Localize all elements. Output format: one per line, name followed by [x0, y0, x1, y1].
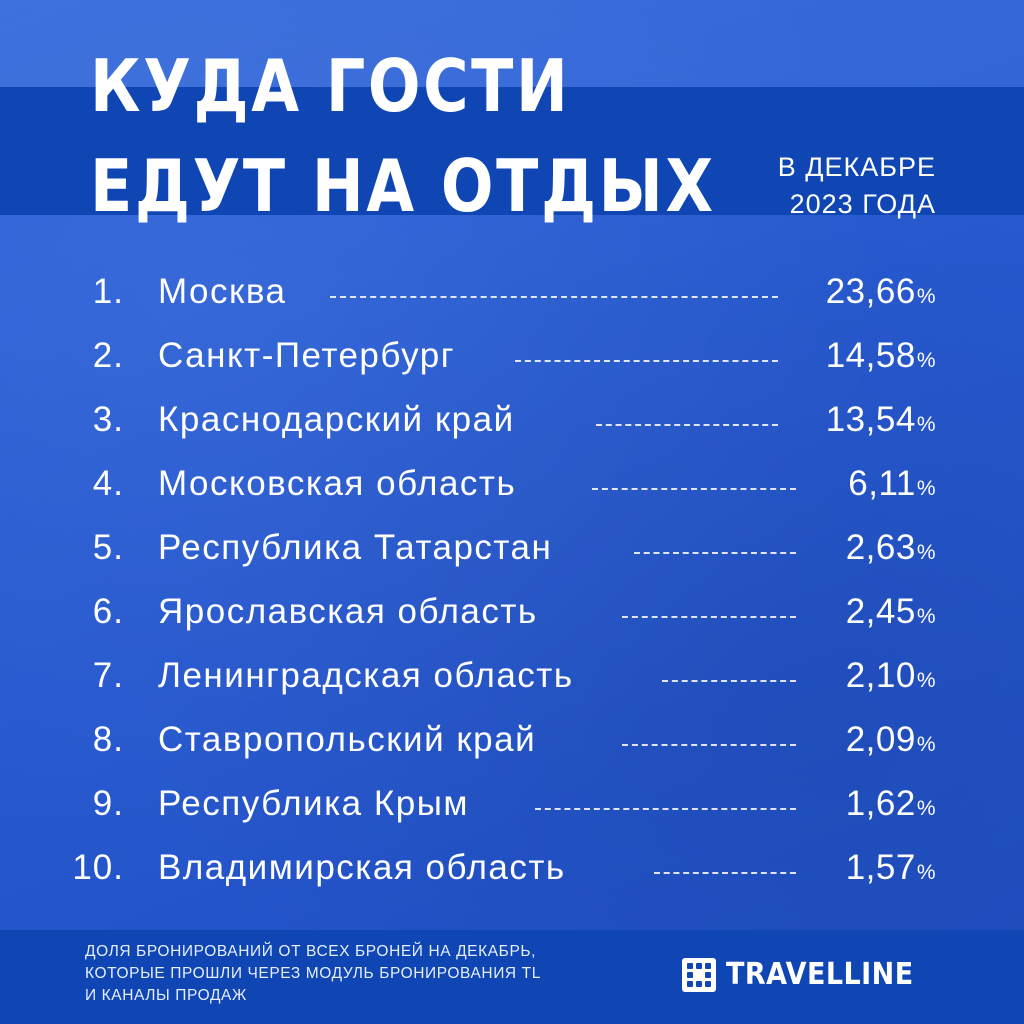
dotted-leader [622, 744, 796, 746]
dotted-leader [654, 872, 796, 874]
region-name: Ленинградская область [158, 656, 574, 695]
share-value: 2,63% [845, 528, 936, 567]
ranking-row: 2. Санкт-Петербург 14,58% [0, 324, 1024, 388]
footer-band [0, 930, 1024, 1024]
dotted-leader [515, 360, 778, 362]
subtitle-line-1: В ДЕКАБРЕ [777, 152, 936, 182]
rank-number: 9. [92, 784, 124, 823]
percent-sign: % [916, 797, 936, 820]
footnote-line-1: ДОЛЯ БРОНИРОВАНИЙ ОТ ВСЕХ БРОНЕЙ НА ДЕКА… [85, 943, 537, 960]
dotted-leader [592, 488, 796, 490]
region-name: Санкт-Петербург [158, 336, 455, 375]
travelline-dots-icon [681, 958, 716, 992]
dotted-leader [634, 552, 796, 554]
share-value: 1,62% [845, 784, 936, 823]
share-value: 2,09% [845, 720, 936, 759]
share-value: 23,66% [825, 272, 936, 311]
region-name: Краснодарский край [158, 400, 515, 439]
share-value: 2,10% [845, 656, 936, 695]
region-name: Московская область [158, 464, 517, 503]
share-value: 1,57% [845, 848, 936, 887]
header-band-top [0, 0, 1024, 87]
footnote-line-2: КОТОРЫЕ ПРОШЛИ ЧЕРЕЗ МОДУЛЬ БРОНИРОВАНИЯ… [85, 965, 541, 982]
share-value: 6,11% [848, 464, 936, 503]
title-line-1: КУДА ГОСТИ [90, 44, 571, 128]
dotted-leader [596, 424, 778, 426]
ranking-row: 8. Ставропольский край 2,09% [0, 708, 1024, 772]
region-name: Ставропольский край [158, 720, 537, 759]
share-value: 2,45% [845, 592, 936, 631]
footnote-line-3: И КАНАЛЫ ПРОДАЖ [85, 987, 247, 1004]
header-band [0, 87, 1024, 215]
region-name: Республика Татарстан [158, 528, 553, 567]
ranking-row: 5. Республика Татарстан 2,63% [0, 516, 1024, 580]
region-name: Ярославская область [158, 592, 538, 631]
percent-sign: % [916, 541, 936, 564]
rank-number: 4. [92, 464, 124, 503]
percent-sign: % [916, 733, 936, 756]
share-value: 14,58% [825, 336, 936, 375]
dotted-leader [662, 680, 796, 682]
title-line-2: ЕДУТ НА ОТДЫХ [90, 144, 716, 228]
percent-sign: % [916, 605, 936, 628]
percent-sign: % [916, 413, 936, 436]
ranking-row: 4. Московская область 6,11% [0, 452, 1024, 516]
rank-number: 6. [92, 592, 124, 631]
rank-number: 10. [72, 848, 124, 887]
percent-sign: % [916, 285, 936, 308]
rank-number: 5. [92, 528, 124, 567]
rank-number: 8. [92, 720, 124, 759]
percent-sign: % [916, 861, 936, 884]
ranking-row: 9. Республика Крым 1,62% [0, 772, 1024, 836]
travelline-logo: TRAVELLINE [681, 957, 934, 993]
region-name: Владимирская область [158, 848, 566, 887]
rank-number: 7. [92, 656, 124, 695]
rank-number: 2. [92, 336, 124, 375]
logo-text: TRAVELLINE [725, 957, 914, 992]
footnote: ДОЛЯ БРОНИРОВАНИЙ ОТ ВСЕХ БРОНЕЙ НА ДЕКА… [85, 941, 541, 1007]
dotted-leader [622, 616, 796, 618]
share-value: 13,54% [825, 400, 936, 439]
rank-number: 1. [92, 272, 124, 311]
ranking-row: 1. Москва 23,66% [0, 260, 1024, 324]
percent-sign: % [916, 349, 936, 372]
rank-number: 3. [92, 400, 124, 439]
ranking-row: 3. Краснодарский край 13,54% [0, 388, 1024, 452]
ranking-row: 6. Ярославская область 2,45% [0, 580, 1024, 644]
percent-sign: % [916, 669, 936, 692]
region-name: Москва [158, 272, 287, 311]
ranking-row: 10. Владимирская область 1,57% [0, 836, 1024, 900]
dotted-leader [330, 296, 778, 298]
dotted-leader [535, 808, 796, 810]
region-name: Республика Крым [158, 784, 469, 823]
percent-sign: % [916, 477, 936, 500]
subtitle-line-2: 2023 ГОДА [789, 189, 936, 219]
ranking-row: 7. Ленинградская область 2,10% [0, 644, 1024, 708]
